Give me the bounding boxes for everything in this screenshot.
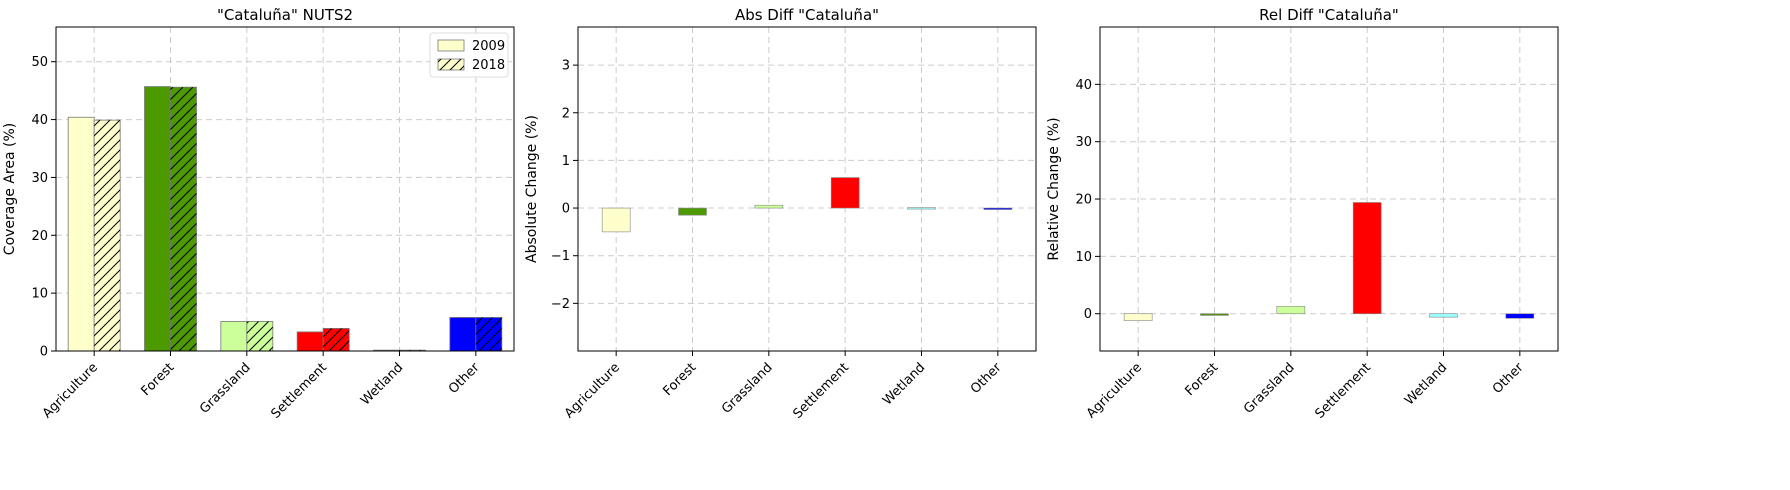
y-tick-label: 40 xyxy=(31,113,48,128)
bar-hatch-2018-other xyxy=(475,317,502,351)
axes-frame xyxy=(55,26,515,352)
bar-settlement xyxy=(1352,202,1382,315)
axes-frame xyxy=(1099,26,1559,352)
y-tick-label: −2 xyxy=(551,297,570,312)
y-tick-label: 1 xyxy=(562,154,570,169)
y-tick-label: 30 xyxy=(31,171,48,186)
legend-swatch-2009 xyxy=(437,39,465,52)
y-tick-label: 0 xyxy=(40,345,48,360)
y-axis-label: Absolute Change (%) xyxy=(524,115,540,263)
x-tick-label: Forest xyxy=(661,360,700,399)
bar-hatch-2018-settlement xyxy=(323,328,350,351)
x-tick-label: Wetland xyxy=(1402,360,1450,408)
bar-settlement xyxy=(830,177,860,209)
bar-wetland xyxy=(1429,313,1458,318)
bar-2009-settlement xyxy=(296,331,324,352)
y-tick-label: 3 xyxy=(562,59,570,74)
x-tick-label: Settlement xyxy=(268,360,330,422)
y-axis-label: Coverage Area (%) xyxy=(2,123,18,255)
chart-panel-3: 0 10 20 30 40 Agriculture Forest Grassland Settl… xyxy=(1046,6,1559,422)
legend: 2009 2018 xyxy=(429,32,509,78)
bar-other xyxy=(983,207,1013,210)
y-tick-label: −1 xyxy=(551,249,570,264)
y-tick-label: 2 xyxy=(562,106,570,121)
bar-2009-forest xyxy=(144,86,171,352)
y-tick-label: 40 xyxy=(1075,78,1092,93)
bar-other xyxy=(1505,313,1535,319)
y-tick-label: 30 xyxy=(1075,135,1092,150)
x-tick-label: Other xyxy=(446,360,483,397)
bar-hatch-2018-grassland xyxy=(246,321,273,351)
x-tick-label: Agriculture xyxy=(40,360,101,421)
y-axis-label: Relative Change (%) xyxy=(1046,117,1062,260)
bar-grassland xyxy=(754,204,784,209)
y-tick-label: 20 xyxy=(31,229,48,244)
bar-2009-grassland xyxy=(220,321,248,352)
bar-forest xyxy=(678,207,707,216)
chart-panel-1: 0 10 20 30 40 50 Agriculture Forest Grassland Set… xyxy=(2,6,515,422)
x-tick-label: Agriculture xyxy=(562,360,623,421)
bar-grassland xyxy=(1276,305,1306,315)
bar-2009-other xyxy=(449,317,477,352)
bar-2009-agriculture xyxy=(67,116,95,352)
chart-title: Abs Diff "Cataluña" xyxy=(735,6,879,24)
x-tick-label: Other xyxy=(968,360,1005,397)
bar-agriculture xyxy=(601,207,631,233)
y-tick-label: 0 xyxy=(1084,307,1092,322)
bar-hatch-2018-agriculture xyxy=(94,120,121,352)
y-tick-label: 10 xyxy=(31,287,48,302)
legend-swatch-hatch xyxy=(438,59,464,70)
x-tick-label: Settlement xyxy=(1312,360,1374,422)
chart-panel-2: −2 −1 0 1 2 3 Agriculture Forest Grassland Settle… xyxy=(524,6,1037,422)
chart-title: "Cataluña" NUTS2 xyxy=(217,6,353,24)
bar-hatch-2018-forest xyxy=(170,87,197,352)
x-tick-label: Grassland xyxy=(1241,360,1298,417)
x-tick-label: Forest xyxy=(1183,360,1222,399)
x-tick-label: Wetland xyxy=(358,360,406,408)
x-tick-label: Wetland xyxy=(880,360,928,408)
bar-agriculture xyxy=(1123,313,1153,321)
y-tick-label: 0 xyxy=(562,202,570,217)
y-tick-label: 50 xyxy=(31,55,48,70)
legend-label-2018: 2018 xyxy=(472,58,505,73)
axes-frame xyxy=(577,26,1037,352)
x-tick-label: Forest xyxy=(139,360,178,399)
x-tick-label: Other xyxy=(1490,360,1527,397)
legend-label-2009: 2009 xyxy=(472,39,505,54)
bar-forest xyxy=(1200,313,1229,316)
x-tick-label: Grassland xyxy=(197,360,254,417)
x-tick-label: Agriculture xyxy=(1084,360,1145,421)
y-tick-label: 10 xyxy=(1075,250,1092,265)
x-tick-label: Grassland xyxy=(719,360,776,417)
chart-title: Rel Diff "Cataluña" xyxy=(1259,6,1399,24)
bar-wetland xyxy=(907,207,936,210)
x-tick-label: Settlement xyxy=(790,360,852,422)
y-tick-label: 20 xyxy=(1075,193,1092,208)
